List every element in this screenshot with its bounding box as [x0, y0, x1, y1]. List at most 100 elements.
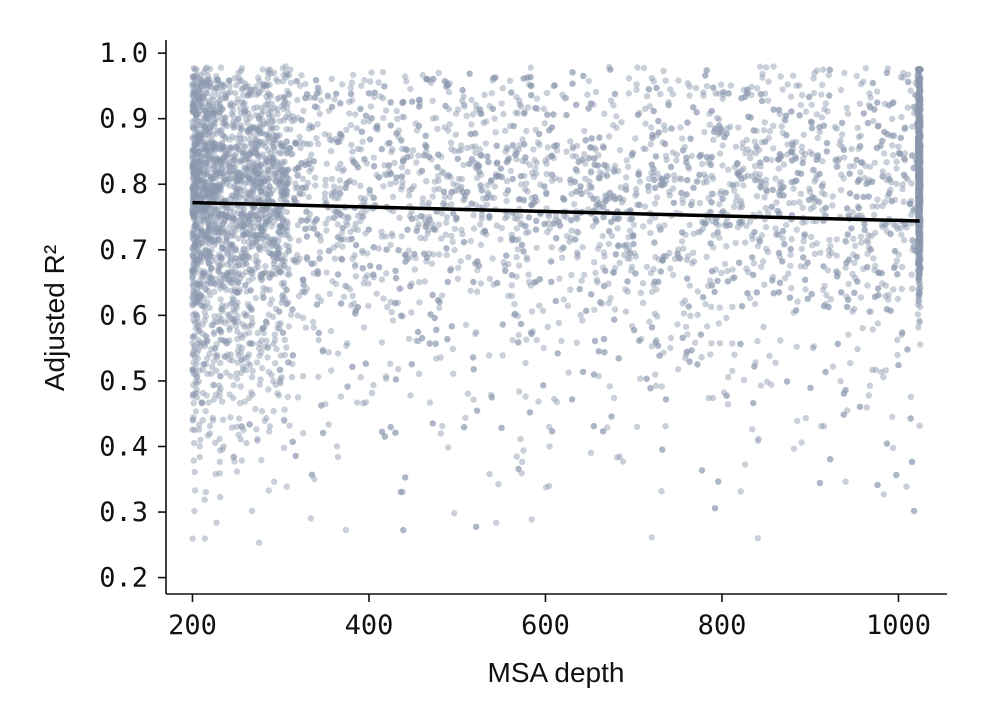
data-point	[448, 201, 455, 208]
data-point	[228, 424, 236, 431]
data-point	[851, 259, 858, 266]
data-point	[211, 222, 218, 230]
data-point	[260, 235, 267, 243]
data-point	[195, 98, 202, 105]
data-point	[252, 405, 259, 413]
data-point	[194, 321, 202, 329]
data-point	[194, 206, 201, 213]
data-point	[236, 415, 243, 422]
data-point	[525, 214, 533, 221]
data-point	[204, 228, 211, 236]
data-point	[229, 154, 236, 161]
data-point	[498, 100, 505, 107]
data-point	[267, 70, 274, 77]
data-point	[238, 173, 245, 180]
data-point	[266, 66, 273, 73]
data-point	[324, 93, 332, 100]
data-point	[599, 428, 607, 435]
data-point	[454, 182, 461, 189]
data-point	[334, 271, 342, 278]
data-point	[193, 311, 200, 319]
data-point	[409, 98, 416, 105]
data-point	[908, 271, 915, 278]
data-point	[785, 270, 792, 277]
data-point	[311, 103, 319, 110]
data-point	[283, 187, 291, 195]
data-point	[189, 274, 196, 281]
data-point	[354, 399, 361, 406]
data-point	[191, 332, 198, 339]
data-point	[206, 422, 214, 430]
data-point	[189, 213, 197, 220]
data-point	[415, 152, 422, 159]
data-point	[751, 300, 759, 308]
data-point	[440, 188, 448, 195]
data-point	[504, 187, 512, 194]
data-point	[692, 84, 700, 92]
data-point	[201, 177, 208, 184]
data-point	[238, 65, 246, 72]
data-point	[244, 120, 251, 127]
data-point	[708, 303, 715, 310]
data-point	[859, 324, 866, 332]
data-point	[213, 169, 221, 177]
data-point	[522, 154, 529, 161]
data-point	[196, 176, 203, 183]
data-point	[195, 148, 203, 156]
data-point	[212, 108, 219, 115]
data-point	[555, 319, 563, 327]
data-point	[252, 257, 259, 264]
data-point	[660, 122, 668, 129]
data-point	[271, 360, 279, 367]
data-point	[749, 235, 756, 243]
data-point	[823, 139, 831, 147]
data-point	[274, 247, 281, 255]
data-point	[361, 77, 368, 84]
data-point	[273, 345, 280, 353]
data-point	[725, 166, 732, 173]
data-point	[238, 457, 246, 464]
data-point	[189, 166, 196, 173]
data-point	[251, 164, 258, 172]
data-point	[591, 155, 598, 162]
data-point	[189, 190, 197, 197]
data-point	[533, 244, 540, 251]
data-point	[261, 207, 269, 214]
data-point	[498, 173, 505, 181]
data-point	[818, 91, 825, 98]
data-point	[275, 320, 282, 327]
data-point	[208, 322, 215, 329]
data-point	[768, 381, 775, 388]
data-point	[274, 110, 281, 118]
data-point	[468, 96, 475, 104]
data-point	[686, 92, 693, 99]
data-point	[328, 75, 335, 83]
data-point	[478, 211, 486, 218]
data-point	[525, 278, 533, 286]
data-point	[808, 101, 815, 108]
data-point	[217, 373, 224, 380]
data-point	[572, 236, 579, 243]
data-point	[268, 371, 275, 379]
data-point	[211, 116, 218, 124]
data-point	[517, 103, 525, 110]
data-point	[273, 76, 280, 83]
data-point	[240, 135, 248, 142]
data-point	[428, 260, 436, 267]
data-point	[357, 146, 365, 153]
data-point	[248, 389, 255, 396]
data-point	[361, 156, 368, 163]
data-point	[334, 138, 341, 146]
data-point	[684, 119, 691, 126]
data-point	[240, 231, 247, 239]
data-point	[191, 88, 198, 96]
data-point	[625, 75, 633, 82]
data-point	[268, 223, 275, 230]
data-point	[196, 327, 203, 335]
data-point	[433, 326, 440, 333]
data-point	[362, 112, 370, 120]
data-point	[757, 63, 764, 70]
data-point	[215, 181, 222, 189]
data-point	[253, 104, 261, 111]
data-point	[234, 313, 241, 320]
